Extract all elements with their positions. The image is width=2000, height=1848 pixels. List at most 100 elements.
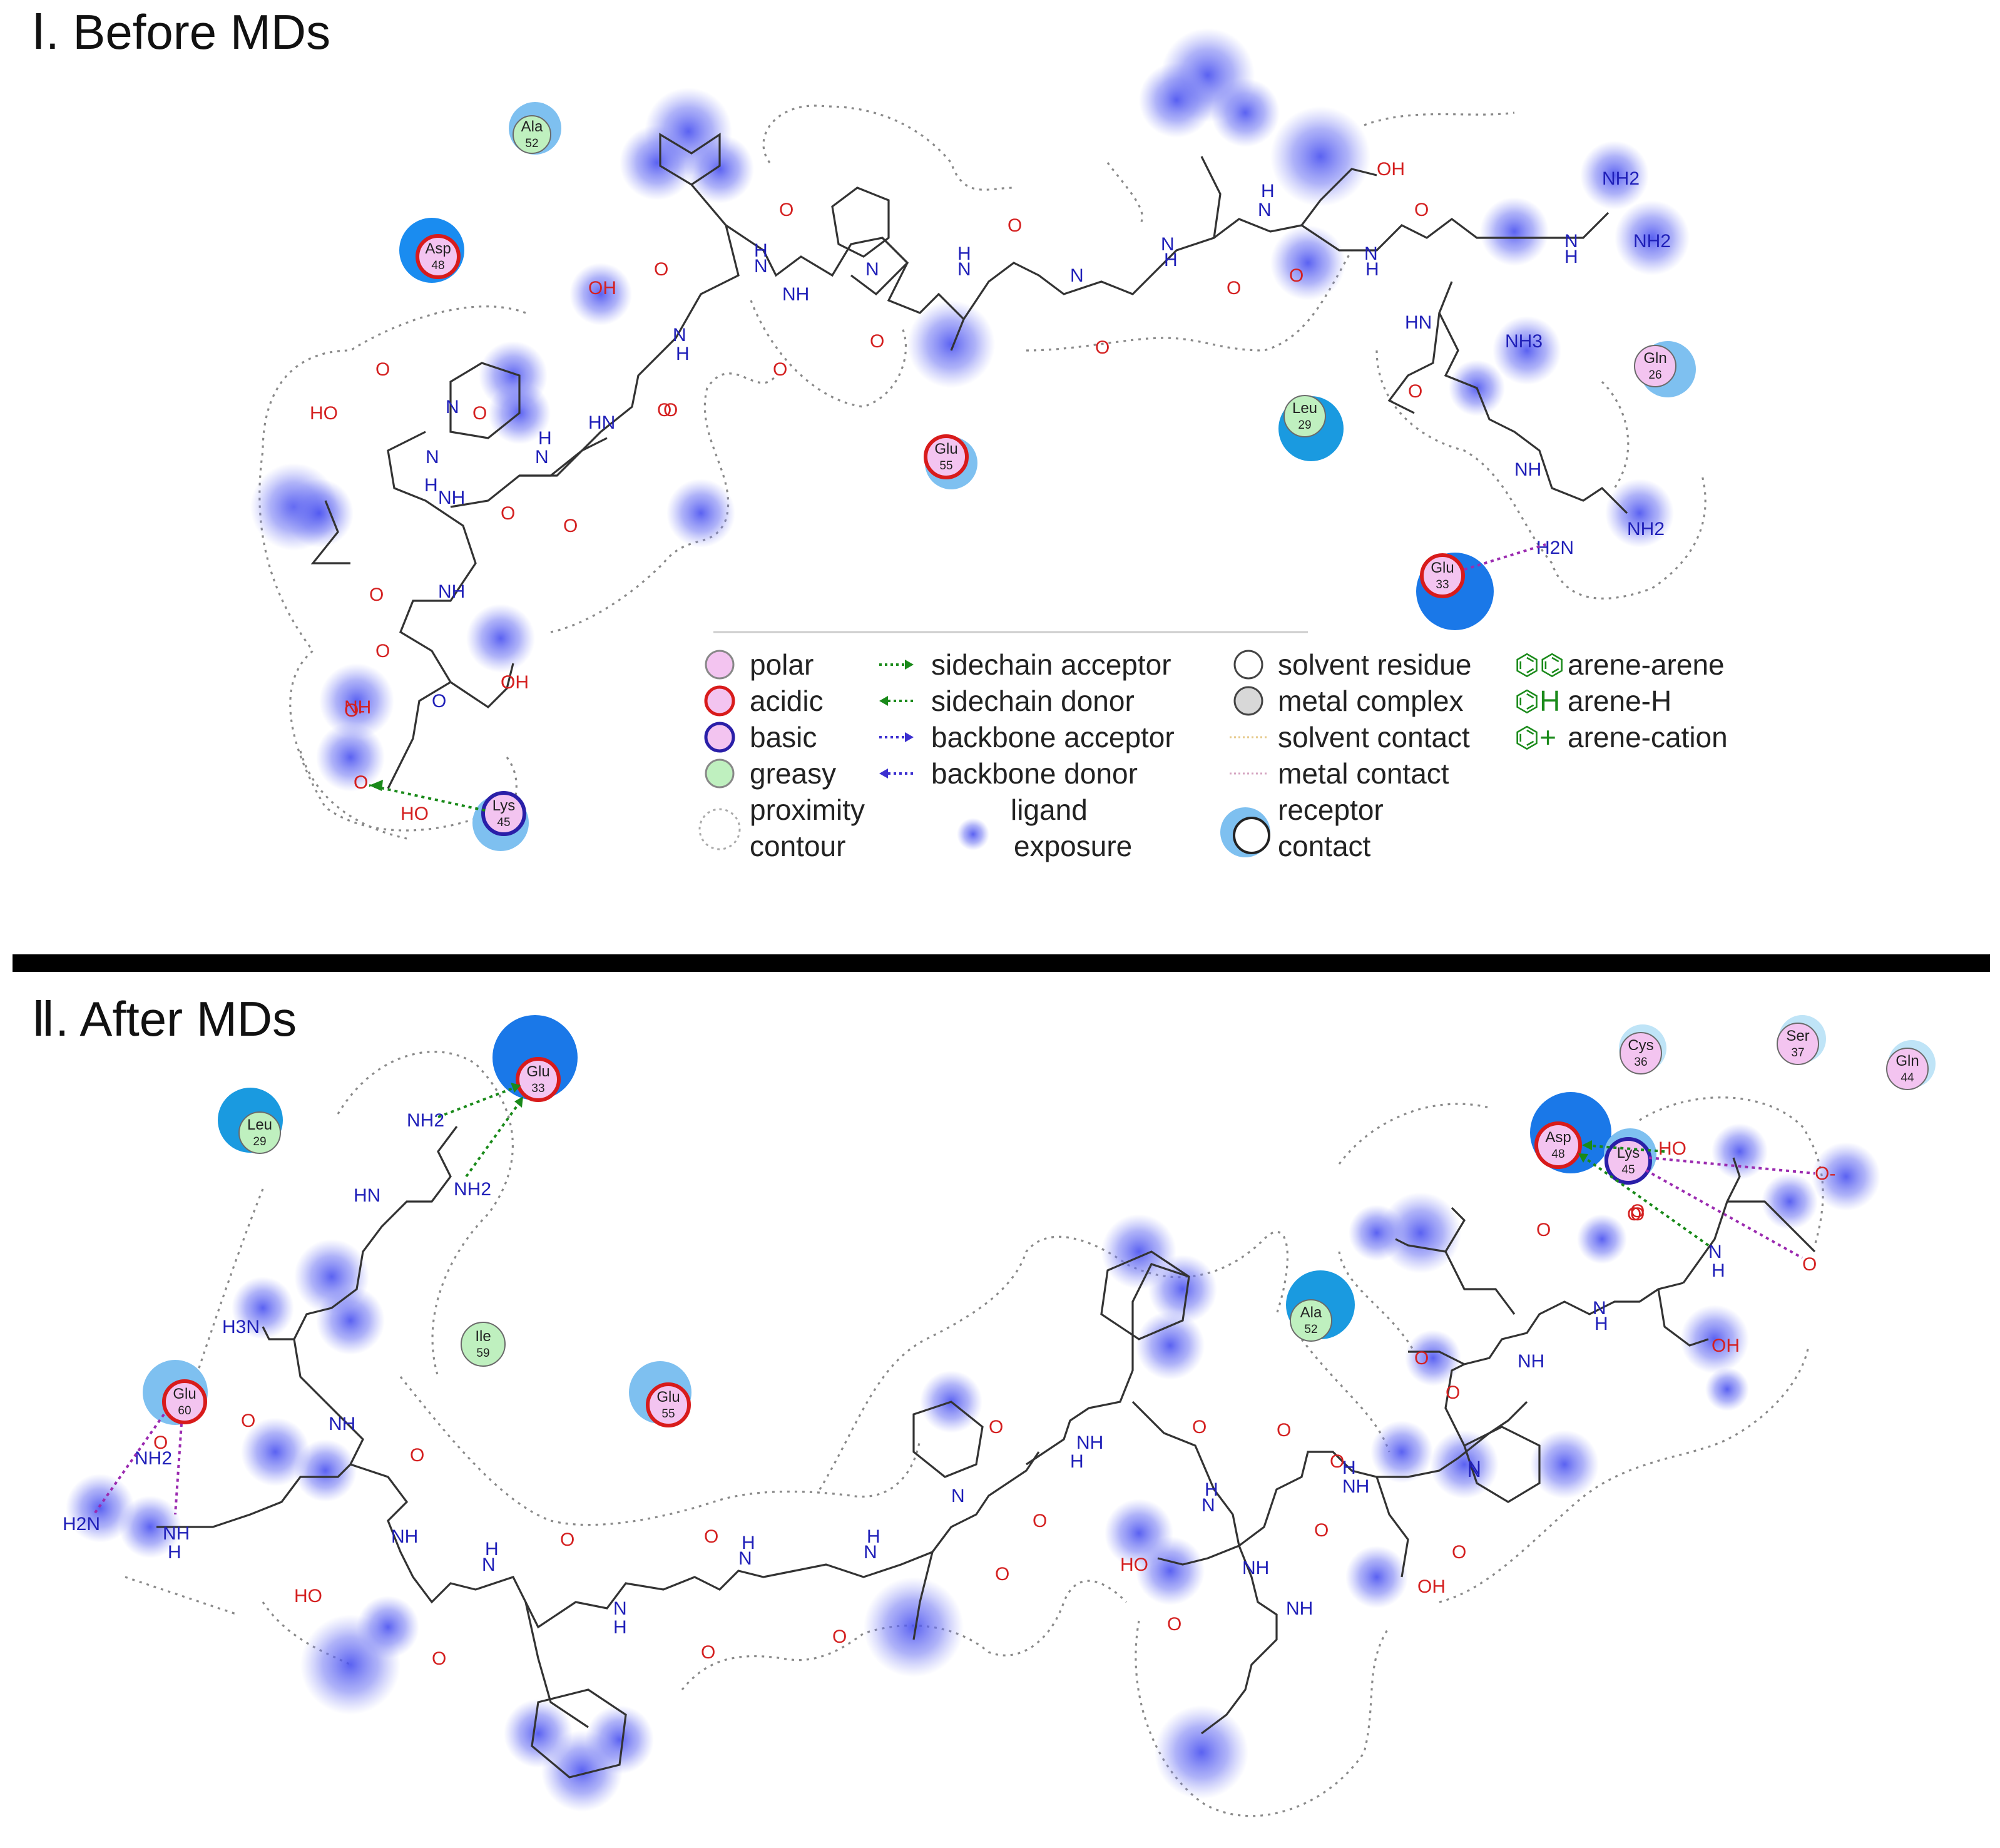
atom-label: NH: [391, 1526, 418, 1547]
residue-glu-33: Glu 33: [1416, 553, 1494, 630]
residue-leu-29: Leu 29: [218, 1088, 283, 1154]
atom-label: N: [446, 397, 459, 417]
svg-text:arene-cation: arene-cation: [1568, 721, 1728, 753]
atom-label: N: [535, 447, 549, 467]
atom-label: O: [1408, 381, 1422, 402]
atom-label: N: [738, 1548, 752, 1569]
atom-label: O: [1446, 1382, 1460, 1403]
residue-ile-59: Ile 59: [461, 1322, 506, 1367]
atom-label: O: [1033, 1511, 1047, 1531]
atom-label: O: [369, 585, 384, 605]
ligand-exposure: [66, 1123, 1880, 1812]
atom-label: N: [426, 447, 439, 467]
atom-label: HN: [1405, 312, 1432, 333]
legend-col-2: sidechain acceptor sidechain donor backb…: [879, 648, 1175, 862]
atom-label: O: [779, 200, 793, 220]
svg-text:arene-H: arene-H: [1568, 685, 1671, 717]
atom-label: H2N: [63, 1514, 100, 1534]
atom-label: H: [1365, 259, 1379, 280]
atom-label: O: [832, 1626, 847, 1647]
atom-label: N: [673, 325, 686, 345]
svg-text:52: 52: [1304, 1323, 1317, 1336]
svg-text:Leu: Leu: [1292, 400, 1317, 417]
svg-text:basic: basic: [750, 721, 817, 753]
atom-label: H: [1594, 1314, 1608, 1334]
atom-label: O: [432, 691, 446, 712]
atom-label: O: [657, 400, 671, 421]
svg-text:ligand: ligand: [1011, 794, 1088, 826]
atom-label: O: [1277, 1420, 1291, 1441]
atom-label: NH2: [407, 1110, 444, 1131]
atom-label: N: [865, 259, 879, 280]
atom-label: OH: [1377, 159, 1405, 180]
atom-label: NH: [438, 581, 465, 602]
atom-label: O: [1536, 1220, 1551, 1240]
atom-label: H: [676, 344, 690, 364]
legend-col-3: solvent residue metal complex solvent co…: [1220, 648, 1471, 862]
atom-label: O: [1802, 1254, 1817, 1275]
arene-arene-icon: ⌬⌬: [1514, 648, 1564, 681]
atom-label: O: [1192, 1417, 1207, 1437]
atom-label: O: [1414, 200, 1429, 220]
svg-text:Glu: Glu: [656, 1389, 680, 1406]
svg-text:sidechain acceptor: sidechain acceptor: [931, 648, 1171, 681]
residue-cys-36: Cys 36: [1619, 1024, 1666, 1075]
atom-label: O: [354, 772, 368, 793]
atom-label: NH: [329, 1414, 355, 1434]
atom-label: O: [1630, 1204, 1645, 1225]
svg-text:solvent contact: solvent contact: [1278, 721, 1470, 753]
svg-text:Glu: Glu: [934, 441, 957, 457]
svg-text:Leu: Leu: [247, 1116, 272, 1133]
atom-label: NH: [1342, 1476, 1369, 1497]
atom-label: O: [1167, 1614, 1181, 1635]
receptor-residues: Glu 33 Leu 29 Ile 59 Glu 55: [143, 1015, 1936, 1427]
interactions: [369, 543, 1546, 812]
atom-label: O: [1008, 215, 1022, 236]
atom-label: NH2: [1627, 519, 1665, 539]
atom-label: O: [432, 1648, 446, 1669]
svg-text:55: 55: [939, 459, 952, 472]
atom-label: OH: [1417, 1576, 1446, 1597]
atom-label: NH3: [1505, 331, 1543, 352]
svg-text:44: 44: [1901, 1071, 1914, 1085]
atom-label: H: [957, 243, 971, 264]
atom-label: OH: [501, 672, 529, 693]
atom-label: O: [704, 1526, 718, 1547]
atom-label: O: [1630, 1201, 1645, 1222]
atom-label: O: [1289, 265, 1304, 286]
atom-label: H: [538, 428, 552, 449]
svg-text:33: 33: [531, 1082, 544, 1095]
atom-label: O: [1314, 1520, 1329, 1541]
svg-text:polar: polar: [750, 648, 814, 681]
svg-text:45: 45: [497, 816, 510, 829]
legend-col-4: ⌬⌬ arene-arene ⌬H arene-H ⌬+ arene-catio…: [1514, 648, 1728, 753]
atom-label: N: [1708, 1242, 1722, 1262]
atom-label: NH2: [454, 1179, 491, 1200]
atom-label: O: [773, 359, 787, 380]
svg-text:contour: contour: [750, 830, 845, 862]
atom-label: H: [754, 240, 768, 261]
atom-label: N: [864, 1542, 877, 1563]
svg-text:metal contact: metal contact: [1278, 757, 1449, 790]
svg-text:metal complex: metal complex: [1278, 685, 1464, 717]
svg-text:Ser: Ser: [1786, 1028, 1809, 1044]
atom-label: N: [951, 1486, 965, 1506]
atom-label: HO: [1120, 1554, 1148, 1575]
svg-text:Gln: Gln: [1643, 350, 1666, 367]
atom-label: N: [1258, 200, 1272, 220]
svg-text:Glu: Glu: [1431, 559, 1454, 576]
atom-label: O: [472, 403, 487, 424]
svg-text:33: 33: [1436, 578, 1449, 591]
interactions: [93, 1083, 1815, 1516]
legend-col-1: polar acidic basic greasy proximity cont…: [698, 648, 865, 862]
panel-before-md: Ⅰ. Before MDs: [31, 4, 1728, 862]
panel-title-after: Ⅱ. After MDs: [31, 991, 297, 1046]
residue-glu-60: Glu 60: [143, 1360, 208, 1425]
atom-label: O: [1095, 337, 1110, 358]
atom-label: NH: [438, 488, 465, 508]
svg-text:Cys: Cys: [1628, 1037, 1653, 1054]
atom-label: O: [375, 359, 390, 380]
svg-text:contact: contact: [1278, 830, 1371, 862]
atom-label: NH: [163, 1523, 190, 1544]
atom-label: H: [742, 1533, 755, 1553]
